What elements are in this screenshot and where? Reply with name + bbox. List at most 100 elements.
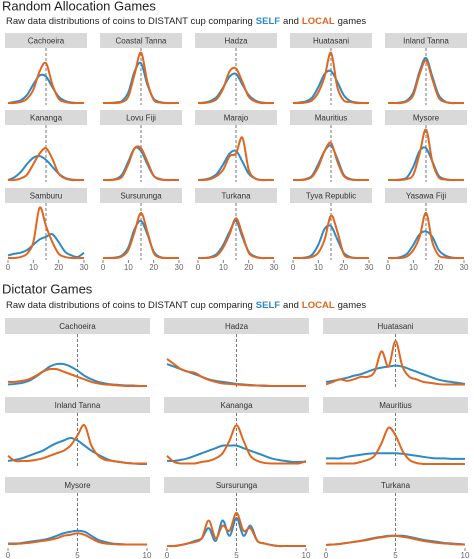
x-tick-label: 30 [270, 263, 279, 272]
panel-label: Yasawa Fiji [406, 192, 447, 201]
x-tick-label: 0 [165, 551, 170, 559]
x-tick-label: 10 [143, 551, 152, 559]
panel-label: Hadza [225, 322, 249, 331]
density-line [7, 532, 147, 546]
density-line [166, 511, 306, 548]
density-line [102, 145, 179, 182]
x-tick-label: 10 [409, 263, 418, 272]
subtitle-text: games [338, 300, 367, 311]
panel-strip [5, 188, 87, 203]
density-line [326, 452, 465, 460]
panel-strip [100, 110, 182, 125]
panel-label: Mysore [413, 114, 440, 123]
subtitle-text: and [283, 16, 299, 27]
x-tick-label: 20 [244, 263, 253, 272]
panel-strip [323, 477, 468, 493]
panel-strip [385, 110, 467, 125]
legend-entry: SELF [256, 16, 280, 27]
density-line [102, 211, 179, 260]
panel-strip [5, 477, 150, 493]
panel-strip [290, 110, 372, 125]
x-tick-label: 5 [393, 551, 398, 559]
x-tick-label: 0 [324, 551, 329, 559]
density-line [325, 534, 466, 546]
density-line [7, 61, 84, 105]
x-tick-label: 20 [149, 263, 158, 272]
panel-strip [164, 318, 309, 334]
panel-label: Turkana [221, 192, 251, 201]
density-line [388, 128, 464, 182]
panel-label: Sursurunga [120, 192, 162, 201]
panel-strip [100, 188, 182, 203]
x-tick-label: 30 [80, 263, 89, 272]
panel-strip [164, 397, 309, 413]
x-tick-label: 5 [75, 551, 80, 559]
panel-label: Sursurunga [216, 481, 258, 490]
panel-strip [385, 33, 467, 48]
panel-label: Coastal Tanna [116, 37, 168, 46]
x-tick-label: 10 [302, 551, 311, 559]
panel-label: Kananga [220, 401, 253, 410]
panel-label: Lovu Fiji [126, 114, 156, 123]
panel-strip [5, 33, 87, 48]
density-line [7, 147, 84, 182]
x-tick-label: 10 [219, 263, 228, 272]
x-tick-label: 20 [339, 263, 348, 272]
panel-strip [323, 318, 468, 334]
x-tick-label: 10 [314, 263, 323, 272]
x-tick-label: 30 [460, 263, 469, 272]
panel-label: Turkana [381, 481, 411, 490]
density-line [292, 141, 369, 182]
panel-label: Hadza [224, 37, 248, 46]
panel-strip [385, 188, 467, 203]
x-tick-label: 0 [6, 551, 11, 559]
x-tick-label: 10 [29, 263, 38, 272]
panel-label: Marajo [224, 114, 249, 123]
subtitle-text: Raw data distributions of coins to DISTA… [6, 16, 253, 27]
density-line [166, 358, 306, 388]
panel-strip [100, 33, 182, 48]
panel-label: Mauritius [315, 114, 347, 123]
density-line [388, 59, 464, 105]
x-tick-label: 5 [234, 551, 239, 559]
density-line [7, 367, 147, 388]
panel-strip [323, 397, 468, 413]
x-tick-label: 30 [365, 263, 374, 272]
panel-strip [5, 318, 150, 334]
panel-label: Huatasani [377, 322, 413, 331]
panel-strip [164, 477, 309, 493]
subtitle-text: and [283, 300, 299, 311]
density-line [103, 51, 179, 105]
x-tick-label: 0 [101, 263, 106, 272]
panel-strip [290, 33, 372, 48]
x-tick-label: 10 [461, 551, 470, 559]
panel-label: Mysore [64, 481, 91, 490]
subtitle-text: Raw data distributions of coins to DISTA… [6, 300, 253, 311]
x-tick-label: 0 [196, 263, 201, 272]
density-line [166, 444, 306, 463]
panel-strip [195, 188, 277, 203]
legend-entry: LOCAL [302, 300, 335, 311]
x-tick-label: 20 [54, 263, 63, 272]
x-tick-label: 30 [175, 263, 184, 272]
panel-strip [195, 33, 277, 48]
density-line [197, 217, 274, 260]
legend-entry: SELF [256, 300, 280, 311]
panel-label: Tyva Republic [306, 192, 356, 201]
x-tick-label: 10 [124, 263, 133, 272]
density-line [7, 424, 147, 465]
chart-title: Dictator Games [2, 281, 93, 296]
subtitle: Raw data distributions of coins to DISTA… [6, 16, 366, 27]
chart-title: Random Allocation Games [2, 0, 156, 13]
density-line [7, 206, 84, 260]
subtitle-text: games [338, 16, 367, 27]
panel-strip [5, 110, 87, 125]
x-tick-label: 0 [386, 263, 391, 272]
density-line [292, 214, 369, 260]
density-line [166, 424, 307, 465]
x-tick-label: 0 [291, 263, 296, 272]
legend-entry: LOCAL [302, 16, 335, 27]
panel-label: Samburu [30, 192, 62, 201]
density-line [7, 232, 85, 259]
